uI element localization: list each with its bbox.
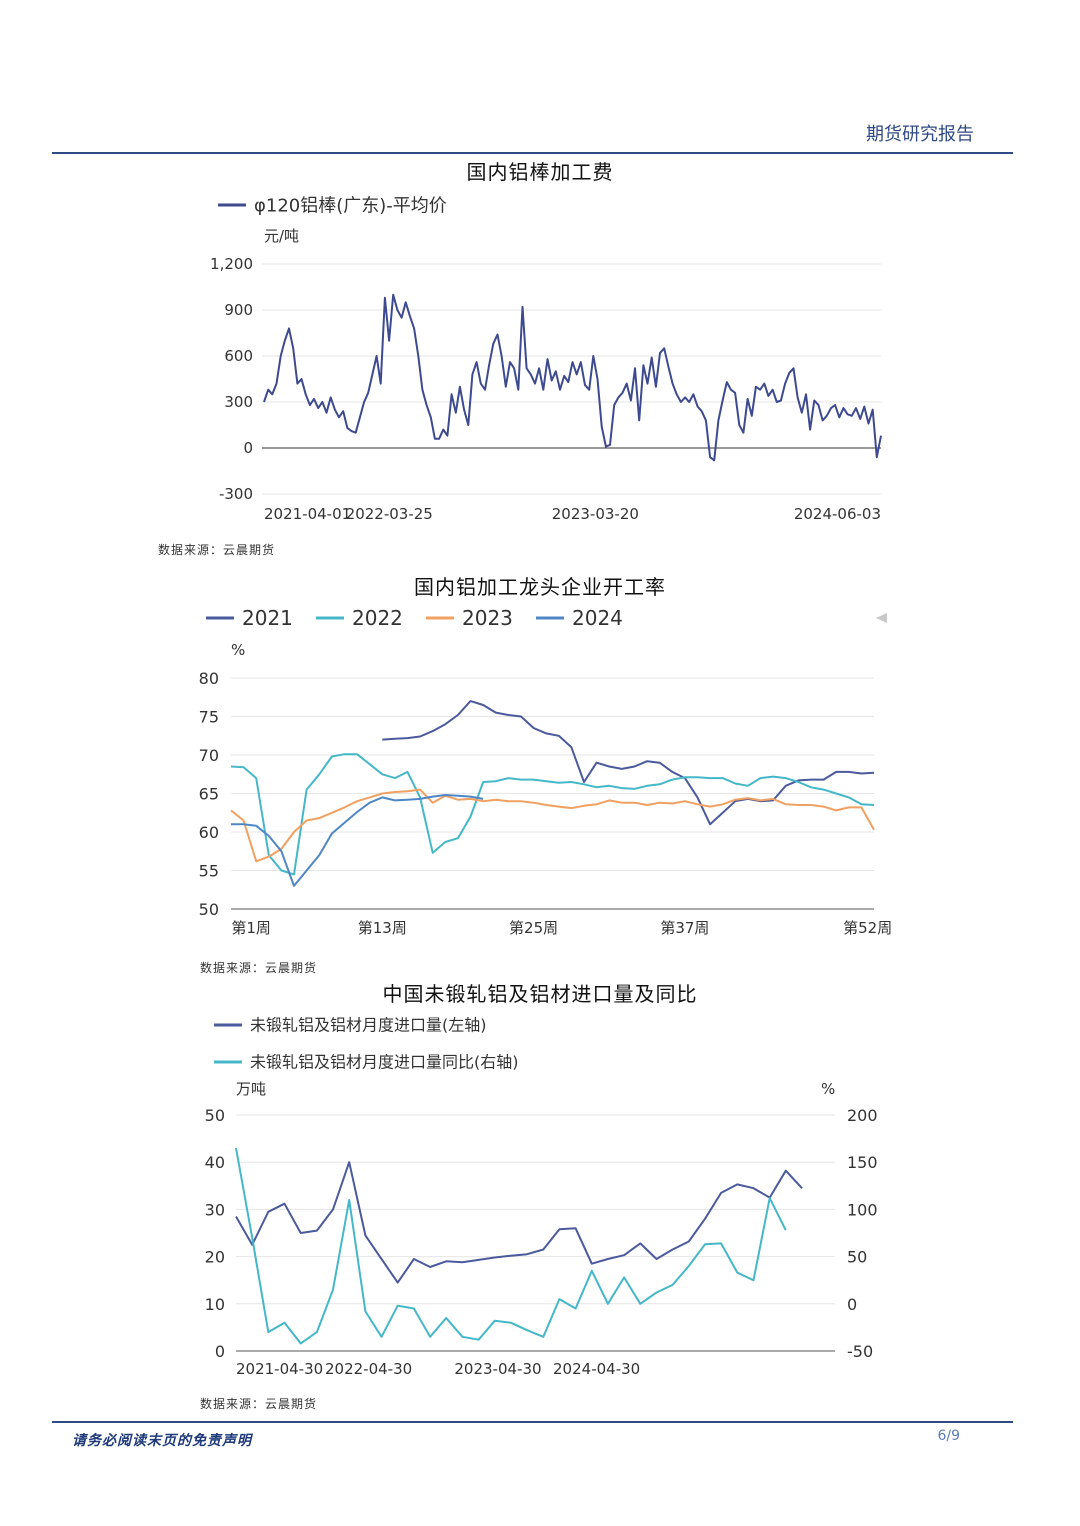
chart3-ytick-left-label: 0 [215, 1342, 225, 1361]
chart3-xtick-label: 2022-04-30 [325, 1360, 412, 1378]
chart3-xtick-label: 2023-04-30 [454, 1360, 541, 1378]
chart2-ytick-label: 50 [199, 900, 219, 919]
chart3-ytick-right-label: 100 [847, 1200, 878, 1219]
chart2-ytick-label: 65 [199, 785, 219, 804]
report-header-title: 期货研究报告 [866, 124, 974, 145]
chart3-ytick-right-label: 150 [847, 1153, 878, 1172]
chart2-series-line-2021 [382, 700, 875, 826]
chart2-xtick-label: 第52周 [843, 919, 892, 937]
chart2-xtick-label: 第37周 [660, 919, 709, 937]
chart1-ytick-label: 600 [224, 347, 253, 365]
chart1-xtick-label: 2023-03-20 [552, 505, 639, 523]
chart1-ytick-label: 1,200 [210, 255, 253, 273]
chart2-xtick-label: 第25周 [509, 919, 558, 937]
chart3-source: 数据来源：云晨期货 [200, 1397, 318, 1411]
footer-rule [52, 1421, 1013, 1423]
chart3-ytick-right-label: 200 [847, 1106, 878, 1125]
chart3-series-line-yoy [235, 1147, 787, 1345]
page-number: 6/9 [937, 1428, 960, 1444]
chart3-ytick-left-label: 30 [205, 1200, 225, 1219]
chart3-y-unit-right: % [821, 1080, 835, 1098]
chart3-legend-volume-label: 未锻轧铝及铝材月度进口量(左轴) [250, 1016, 487, 1035]
chart2-title: 国内铝加工龙头企业开工率 [414, 575, 666, 599]
processing-fee-chart: 1,200 900 600 300 0 -300 元/吨 2021-04-012022-03-… [210, 195, 882, 523]
chart2-xtick-label: 第1周 [231, 919, 271, 937]
chart3-ytick-left-label: 40 [205, 1153, 225, 1172]
legend-scroll-arrow-icon [876, 613, 887, 623]
chart1-y-unit: 元/吨 [264, 227, 299, 245]
chart2-y-unit: % [231, 641, 245, 659]
chart2-series-line-2024 [231, 794, 484, 887]
chart3-xtick-label: 2024-04-30 [553, 1360, 640, 1378]
chart1-xtick-label: 2021-04-01 [264, 505, 351, 523]
chart3-ytick-right-label: 50 [847, 1248, 867, 1267]
chart2-source: 数据来源：云晨期货 [200, 961, 318, 975]
chart2-legend-2022-label: 2022 [352, 606, 403, 630]
chart3-series-line-volume [235, 1161, 803, 1284]
chart2-ytick-label: 60 [199, 823, 219, 842]
chart2-ytick-label: 55 [199, 862, 219, 881]
chart1-ytick-label: 0 [243, 439, 253, 457]
chart3-ytick-right-label: -50 [847, 1342, 873, 1361]
chart3-ytick-left-label: 20 [205, 1248, 225, 1267]
header-rule [52, 152, 1013, 154]
chart2-ytick-label: 70 [199, 746, 219, 765]
chart1-xtick-label: 2022-03-25 [346, 505, 433, 523]
chart3-y-unit-left: 万吨 [236, 1080, 266, 1098]
chart2-legend-2024-label: 2024 [572, 606, 623, 630]
chart3-ytick-left-label: 10 [205, 1295, 225, 1314]
chart3-ytick-right-label: 0 [847, 1295, 857, 1314]
chart1-source: 数据来源：云晨期货 [158, 543, 276, 557]
chart3-xtick-label: 2021-04-30 [236, 1360, 323, 1378]
chart1-title: 国内铝棒加工费 [466, 160, 614, 184]
chart3-title: 中国未锻轧铝及铝材进口量及同比 [382, 982, 698, 1006]
chart1-legend-label: φ120铝棒(广东)-平均价 [254, 195, 447, 216]
disclaimer-note: 请务必阅读末页的免责声明 [72, 1433, 252, 1449]
chart2-xtick-label: 第13周 [358, 919, 407, 937]
chart3-legend-yoy-label: 未锻轧铝及铝材月度进口量同比(右轴) [250, 1053, 519, 1072]
chart2-legend-2023-label: 2023 [462, 606, 513, 630]
chart3-ytick-left-label: 50 [205, 1106, 225, 1125]
chart1-ytick-label: -300 [219, 485, 253, 503]
chart1-xtick-label: 2024-06-03 [794, 505, 881, 523]
chart2-legend-2021-label: 2021 [242, 606, 293, 630]
chart1-ytick-label: 900 [224, 301, 253, 319]
chart2-series-line-2023 [230, 788, 875, 863]
chart2-ytick-label: 75 [199, 708, 219, 727]
operating-rate-chart: 80 75 70 65 60 55 50% 第1周 第13周 第25周 第37周 第52周 2021 20… [199, 606, 893, 937]
chart2-series-line-2022 [230, 753, 875, 876]
chart1-series-line [263, 293, 882, 462]
chart1-ytick-label: 300 [224, 393, 253, 411]
chart2-ytick-label: 80 [199, 669, 219, 688]
